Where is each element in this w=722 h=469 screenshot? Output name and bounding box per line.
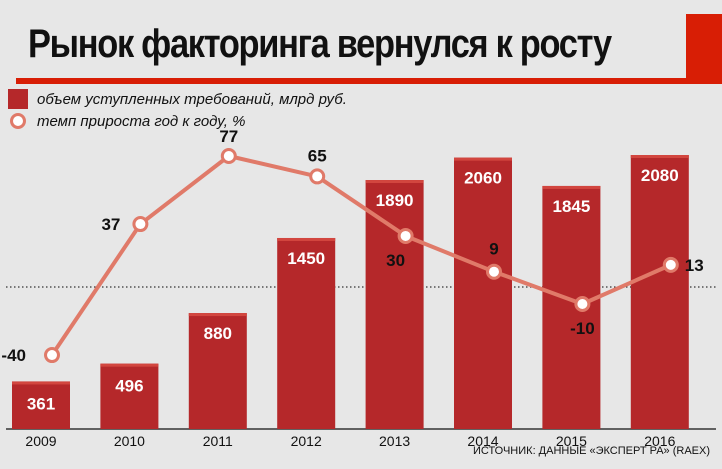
bar-top-highlight-2013 <box>365 180 424 184</box>
growth-point-2015 <box>574 296 591 313</box>
legend-bar-swatch <box>8 89 28 109</box>
growth-label-2011: 77 <box>219 127 238 146</box>
bar-top-highlight-2014 <box>454 157 512 161</box>
bar-2015 <box>542 185 601 429</box>
year-label-2011: 2011 <box>203 433 233 449</box>
year-label-2009: 2009 <box>25 433 56 449</box>
year-label-2013: 2013 <box>379 433 410 449</box>
bar-top-highlight-2016 <box>630 155 689 158</box>
bar-value-label-2014: 2060 <box>464 169 502 188</box>
bar-value-label-2016: 2080 <box>641 166 679 185</box>
legend-line-label: темп прироста год к году, % <box>37 113 245 130</box>
legend-bar-label: объем уступленных требований, млрд руб. <box>37 91 347 108</box>
growth-line <box>50 154 672 357</box>
chart-title: Рынок факторинга вернулся к росту <box>28 22 612 66</box>
growth-label-2015: -10 <box>570 319 595 338</box>
bar-value-label-2012: 1450 <box>287 249 325 268</box>
growth-label-2016: 13 <box>685 256 704 275</box>
bar-top-highlight-2009 <box>12 381 70 385</box>
bar-top-highlight-2015 <box>542 185 601 189</box>
legend-line-marker <box>10 113 26 129</box>
growth-point-2014 <box>486 263 502 280</box>
title-accent-bar: Рынок факторинга вернулся к росту <box>16 14 722 84</box>
growth-label-2009: -40 <box>1 346 26 365</box>
bar-2009 <box>12 381 70 429</box>
year-label-2015: 2015 <box>556 433 587 449</box>
bar-value-label-2010: 496 <box>115 377 143 396</box>
year-label-2012: 2012 <box>291 433 322 449</box>
bar-2011 <box>188 313 247 429</box>
growth-line-layer <box>44 148 679 364</box>
growth-point-2013 <box>397 227 414 244</box>
year-label-2014: 2014 <box>467 433 498 449</box>
bar-top-highlight-2011 <box>188 313 247 317</box>
growth-label-2012: 65 <box>308 146 327 165</box>
bar-2016 <box>630 155 689 429</box>
bar-value-label-2009: 361 <box>27 394 55 413</box>
growth-point-2009 <box>44 347 60 364</box>
growth-label-2013: 30 <box>386 251 405 270</box>
legend: объем уступленных требований, млрд руб. … <box>8 89 347 130</box>
labels-layer: 361 496 880 1450 1890 2060 1845 2080 -40 37 77 65 30… <box>1 127 703 413</box>
title-panel: Рынок факторинга вернулся к росту <box>16 14 686 78</box>
growth-label-2010: 37 <box>101 215 120 234</box>
year-label-2010: 2010 <box>114 433 145 449</box>
bars-layer <box>12 155 689 429</box>
growth-point-2012 <box>309 168 326 185</box>
year-label-2016: 2016 <box>644 433 675 449</box>
source-note: ИСТОЧНИК: ДАННЫЕ «ЭКСПЕРТ РА» (RAEX) <box>472 445 710 457</box>
bar-2014 <box>454 157 512 429</box>
growth-point-2011 <box>220 148 237 164</box>
bar-2012 <box>277 237 336 429</box>
x-axis-labels: 2009 2010 2011 2012 2013 2014 2015 2016 <box>25 433 675 449</box>
bar-value-label-2011: 880 <box>204 324 232 343</box>
growth-point-2016 <box>662 256 679 273</box>
bar-value-label-2013: 1890 <box>376 191 414 210</box>
bar-top-highlight-2010 <box>100 363 159 367</box>
growth-point-2010 <box>132 216 149 233</box>
bar-2010 <box>100 363 159 429</box>
growth-label-2014: 9 <box>489 240 498 259</box>
bar-2013 <box>365 180 424 429</box>
bar-top-highlight-2012 <box>277 237 336 241</box>
bar-value-label-2015: 1845 <box>552 197 590 216</box>
